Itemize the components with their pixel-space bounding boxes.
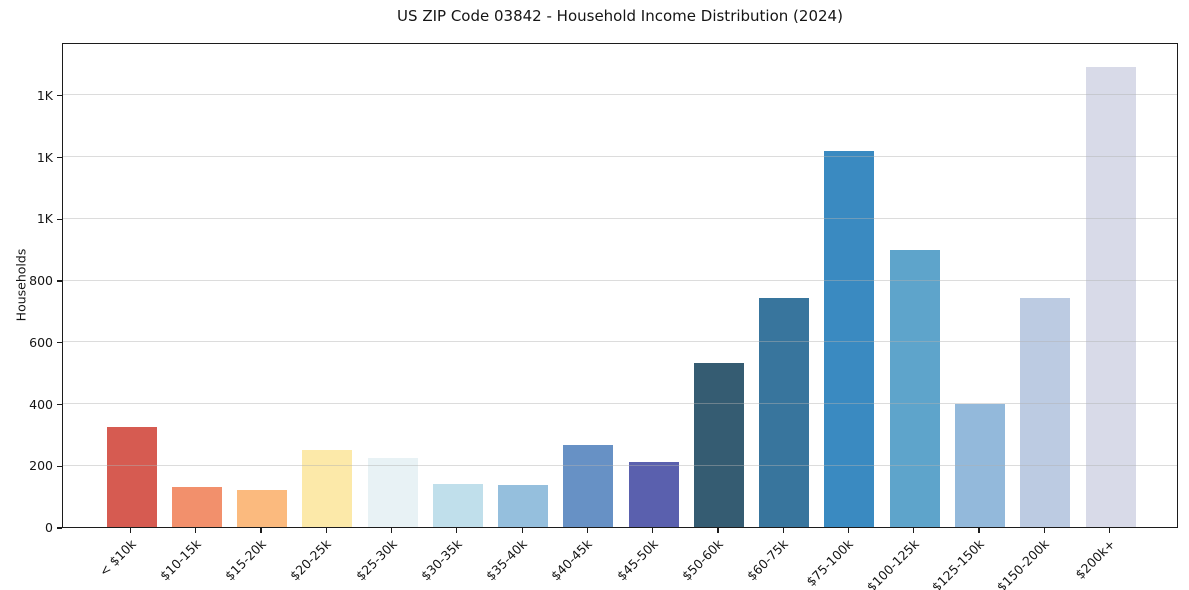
bar-$30-35k (432, 484, 483, 527)
y-tick-mark (57, 218, 62, 220)
y-tick-label: 1K (36, 87, 53, 103)
chart-title: US ZIP Code 03842 - Household Income Dis… (397, 7, 843, 25)
y-tick-label: 600 (29, 334, 53, 350)
bar-$50-60k (693, 362, 744, 527)
y-tick-mark (57, 95, 62, 97)
x-tick-mark (129, 528, 132, 533)
x-tick-mark (717, 528, 719, 533)
bar-$100-125k (889, 250, 940, 527)
bar-$200k+ (1085, 67, 1136, 527)
y-tick-mark (57, 156, 62, 159)
y-tick-label: 0 (45, 520, 53, 535)
bar-$45-50k (628, 461, 679, 527)
bar-$40-45k (563, 444, 614, 527)
x-tick-mark (913, 528, 915, 533)
x-tick-mark (978, 528, 980, 533)
bar-$35-40k (498, 485, 549, 527)
y-tick-label: 800 (29, 273, 53, 288)
y-tick-mark (57, 403, 62, 406)
plot-area (62, 43, 1178, 528)
x-tick-mark (456, 528, 458, 533)
x-tick-label: < $10k (95, 536, 139, 580)
bar-$75-100k (824, 151, 875, 527)
gridline-y-800 (63, 279, 1177, 281)
bar-$15-20k (237, 490, 288, 527)
y-tick-label: 1K (36, 211, 53, 227)
gridline-y-1000 (63, 217, 1177, 219)
bar-$60-75k (759, 297, 810, 527)
x-tick-mark (195, 528, 197, 533)
gridline-y-200 (63, 464, 1177, 466)
x-tick-mark (586, 528, 588, 533)
y-tick-label: 200 (29, 458, 53, 474)
bar-$150-200k (1020, 298, 1071, 527)
bar-$20-25k (302, 450, 353, 527)
bar-$125-150k (954, 403, 1005, 527)
y-tick-mark (57, 280, 62, 282)
gridline-y-600 (63, 341, 1177, 343)
gridline-y-1200 (63, 156, 1177, 157)
x-tick-mark (782, 528, 784, 533)
y-tick-mark (57, 465, 62, 467)
y-tick-mark (57, 527, 62, 529)
y-tick-mark (57, 342, 62, 344)
bar-$25-30k (367, 457, 418, 527)
x-tick-mark (1108, 528, 1111, 533)
x-tick-mark (1043, 528, 1045, 533)
x-tick-mark (260, 528, 262, 533)
x-tick-mark (390, 528, 393, 533)
gridline-y-1400 (63, 94, 1177, 96)
x-tick-mark (652, 528, 654, 533)
y-tick-label: 400 (29, 396, 53, 412)
x-tick-mark (521, 528, 523, 533)
x-tick-mark (847, 528, 850, 533)
gridline-y-400 (63, 403, 1177, 404)
y-tick-label: 1K (36, 149, 53, 165)
x-tick-mark (325, 528, 327, 533)
bar-$10-15k (171, 486, 222, 527)
bar-< $10k (106, 426, 157, 527)
